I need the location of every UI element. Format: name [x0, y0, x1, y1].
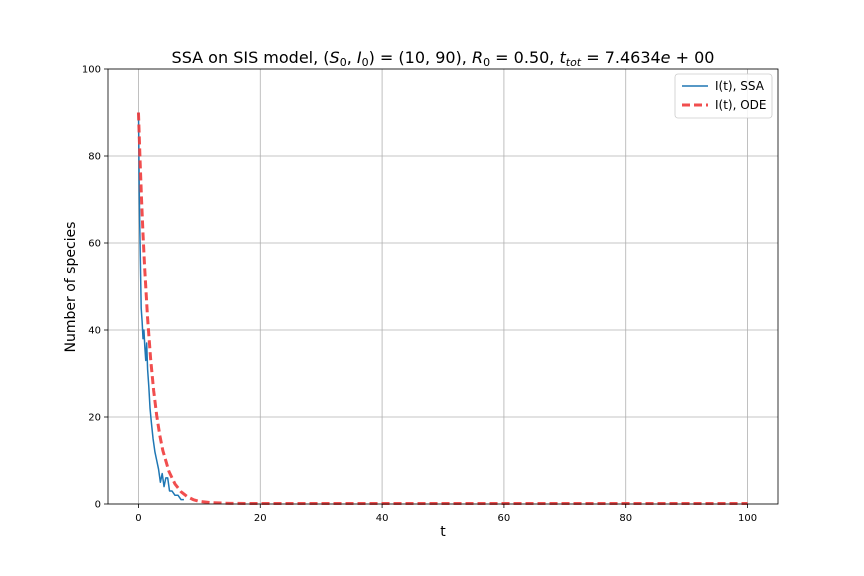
y-tick-label: 0 — [95, 500, 101, 511]
y-axis-label: Number of species — [63, 222, 79, 353]
x-tick-label: 60 — [498, 513, 511, 524]
y-tick-label: 20 — [88, 413, 101, 424]
x-tick-label: 0 — [135, 513, 141, 524]
legend-label-ode: I(t), ODE — [715, 98, 767, 112]
chart-title: SSA on SIS model, (S0, I0) = (10, 90), R… — [172, 48, 715, 69]
legend-box — [674, 73, 773, 119]
series-line-ssa — [137, 112, 184, 501]
y-tick-label: 60 — [88, 239, 101, 250]
x-axis-label: t — [440, 524, 446, 540]
x-tick-label: 20 — [254, 513, 267, 524]
y-tick-label: 40 — [88, 326, 101, 337]
series-layer — [136, 112, 748, 506]
legend: I(t), SSA I(t), ODE — [674, 73, 773, 119]
y-ticks: 0 20 40 60 80 100 — [82, 65, 108, 511]
grid — [108, 68, 778, 505]
x-tick-label: 40 — [376, 513, 389, 524]
x-ticks: 0 20 40 60 80 100 — [135, 504, 757, 524]
legend-label-ssa: I(t), SSA — [715, 79, 765, 93]
plot-frame — [107, 68, 779, 505]
y-tick-label: 80 — [88, 152, 101, 163]
y-tick-label: 100 — [82, 65, 101, 76]
series-line-ode — [136, 112, 748, 506]
x-tick-label: 80 — [619, 513, 632, 524]
x-tick-label: 100 — [738, 513, 757, 524]
